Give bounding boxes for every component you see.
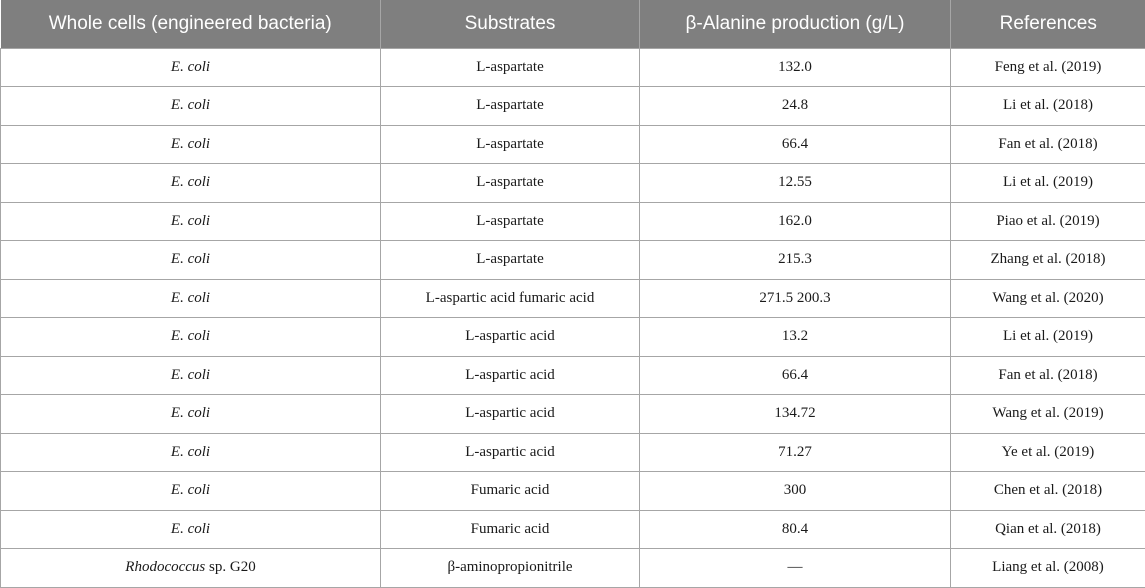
organism-genus: E. coli <box>171 328 210 344</box>
header-references: References <box>951 0 1145 48</box>
organism-cell: E. coli <box>1 279 381 318</box>
substrate-cell: L-aspartate <box>381 87 640 126</box>
production-cell: 271.5 200.3 <box>640 279 951 318</box>
production-cell: 134.72 <box>640 395 951 434</box>
organism-genus: E. coli <box>171 59 210 75</box>
reference-cell: Feng et al. (2019) <box>951 48 1145 87</box>
organism-genus: E. coli <box>171 251 210 267</box>
reference-cell: Chen et al. (2018) <box>951 472 1145 511</box>
organism-genus: E. coli <box>171 405 210 421</box>
organism-genus: E. coli <box>171 444 210 460</box>
organism-genus: E. coli <box>171 521 210 537</box>
production-cell: 12.55 <box>640 164 951 203</box>
organism-genus: Rhodococcus <box>125 559 205 575</box>
organism-genus: E. coli <box>171 213 210 229</box>
organism-cell: E. coli <box>1 241 381 280</box>
organism-genus: E. coli <box>171 174 210 190</box>
substrate-cell: L-aspartic acid fumaric acid <box>381 279 640 318</box>
reference-cell: Fan et al. (2018) <box>951 356 1145 395</box>
production-cell: 80.4 <box>640 510 951 549</box>
header-substrates: Substrates <box>381 0 640 48</box>
organism-strain: sp. G20 <box>205 559 255 575</box>
organism-cell: E. coli <box>1 472 381 511</box>
reference-cell: Liang et al. (2008) <box>951 549 1145 588</box>
organism-cell: E. coli <box>1 87 381 126</box>
organism-cell: E. coli <box>1 48 381 87</box>
organism-cell: E. coli <box>1 510 381 549</box>
production-cell: 71.27 <box>640 433 951 472</box>
substrate-cell: β-aminopropionitrile <box>381 549 640 588</box>
organism-cell: E. coli <box>1 164 381 203</box>
substrate-cell: L-aspartic acid <box>381 356 640 395</box>
organism-cell: E. coli <box>1 202 381 241</box>
substrate-cell: L-aspartate <box>381 241 640 280</box>
organism-cell: E. coli <box>1 433 381 472</box>
production-cell: 300 <box>640 472 951 511</box>
reference-cell: Li et al. (2018) <box>951 87 1145 126</box>
production-cell: 66.4 <box>640 356 951 395</box>
substrate-cell: Fumaric acid <box>381 472 640 511</box>
reference-cell: Zhang et al. (2018) <box>951 241 1145 280</box>
substrate-cell: L-aspartate <box>381 164 640 203</box>
substrate-cell: L-aspartate <box>381 202 640 241</box>
reference-cell: Wang et al. (2019) <box>951 395 1145 434</box>
organism-cell: E. coli <box>1 356 381 395</box>
reference-cell: Li et al. (2019) <box>951 164 1145 203</box>
organism-cell: E. coli <box>1 125 381 164</box>
substrate-cell: Fumaric acid <box>381 510 640 549</box>
reference-cell: Fan et al. (2018) <box>951 125 1145 164</box>
organism-genus: E. coli <box>171 97 210 113</box>
substrate-cell: L-aspartate <box>381 48 640 87</box>
substrate-cell: L-aspartate <box>381 125 640 164</box>
header-production: β-Alanine production (g/L) <box>640 0 951 48</box>
production-cell: 66.4 <box>640 125 951 164</box>
production-cell: — <box>640 549 951 588</box>
production-cell: 24.8 <box>640 87 951 126</box>
reference-cell: Piao et al. (2019) <box>951 202 1145 241</box>
organism-cell: E. coli <box>1 318 381 357</box>
header-row: Whole cells (engineered bacteria) Substr… <box>1 0 1145 48</box>
substrate-cell: L-aspartic acid <box>381 433 640 472</box>
organism-cell: E. coli <box>1 395 381 434</box>
reference-cell: Qian et al. (2018) <box>951 510 1145 549</box>
organism-genus: E. coli <box>171 367 210 383</box>
organism-genus: E. coli <box>171 290 210 306</box>
production-cell: 132.0 <box>640 48 951 87</box>
substrate-cell: L-aspartic acid <box>381 395 640 434</box>
substrate-cell: L-aspartic acid <box>381 318 640 357</box>
production-cell: 162.0 <box>640 202 951 241</box>
reference-cell: Li et al. (2019) <box>951 318 1145 357</box>
header-organism: Whole cells (engineered bacteria) <box>1 0 381 48</box>
reference-cell: Ye et al. (2019) <box>951 433 1145 472</box>
production-cell: 13.2 <box>640 318 951 357</box>
organism-cell: Rhodococcus sp. G20 <box>1 549 381 588</box>
reference-cell: Wang et al. (2020) <box>951 279 1145 318</box>
organism-genus: E. coli <box>171 482 210 498</box>
organism-genus: E. coli <box>171 136 210 152</box>
production-cell: 215.3 <box>640 241 951 280</box>
